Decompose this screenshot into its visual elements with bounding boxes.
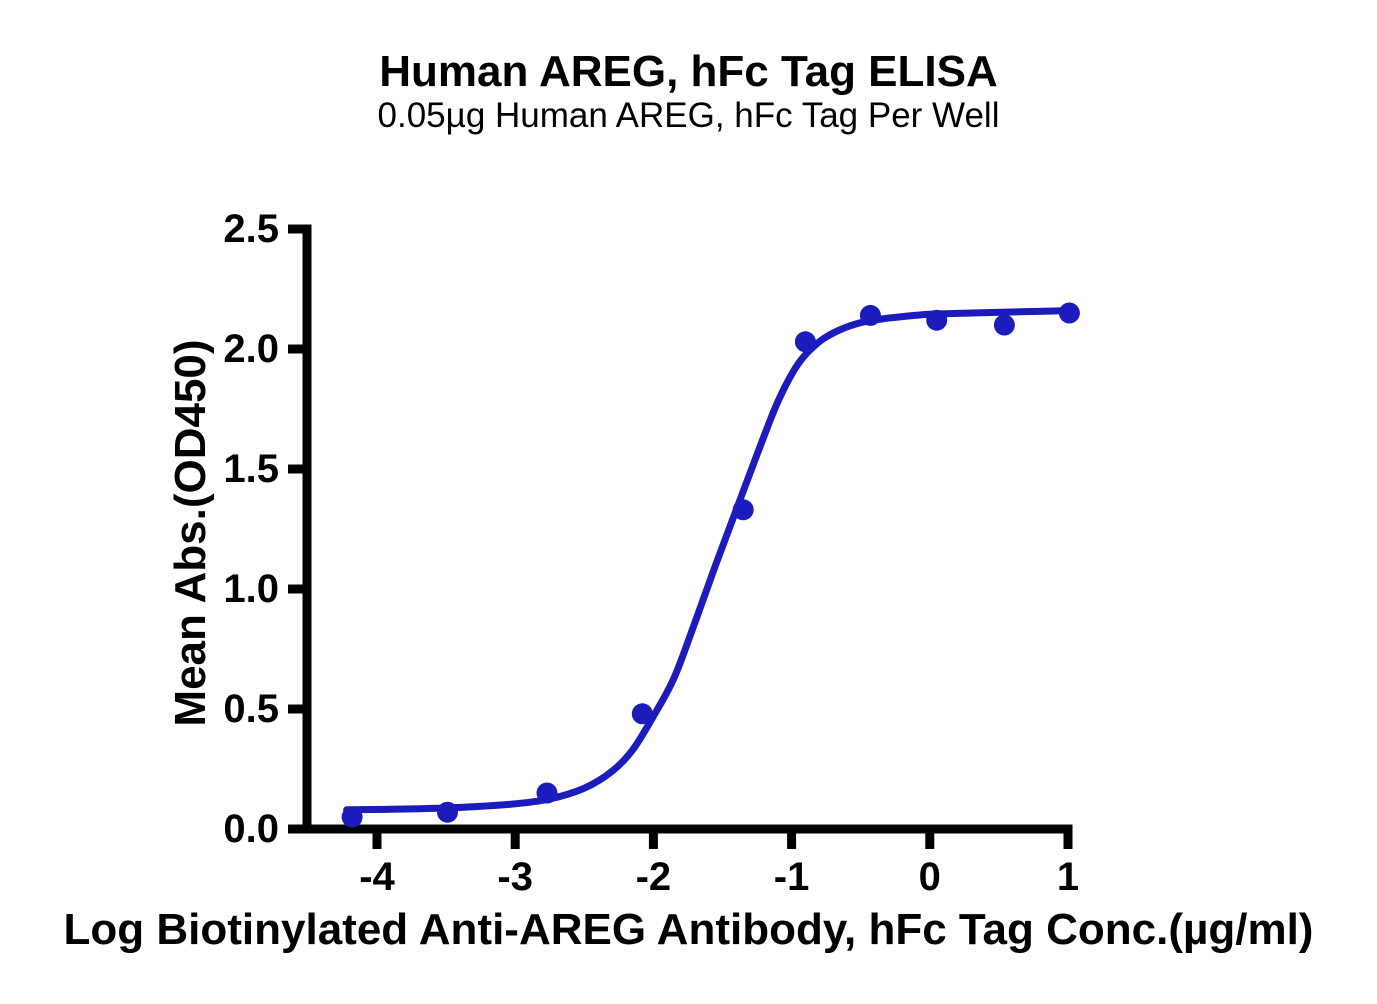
data-point [341,806,363,828]
data-point [437,801,458,823]
x-tick-label: -2 [636,855,672,899]
data-point [732,499,754,521]
y-axis-title: Mean Abs.(OD450) [166,339,215,727]
data-point [926,309,948,331]
y-tick-label: 1.5 [223,447,279,491]
x-tick-label: -3 [497,855,533,899]
data-point [859,304,881,326]
y-tick-label: 0.5 [223,687,279,731]
data-point [631,703,653,725]
y-tick-label: 2.5 [223,207,279,251]
chart-subtitle: 0.05µg Human AREG, hFc Tag Per Well [377,96,1000,135]
y-tick-label: 1.0 [223,567,279,611]
x-tick-label: -1 [774,855,810,899]
x-axis-title: Log Biotinylated Anti-AREG Antibody, hFc… [63,905,1314,954]
x-tick-label: 1 [1057,855,1079,899]
x-tick-label: -4 [359,855,395,899]
data-point [794,331,816,353]
y-tick-label: 0.0 [223,807,279,851]
chart-title: Human AREG, hFc Tag ELISA [379,47,998,96]
data-point [536,782,558,804]
data-point [993,314,1015,336]
x-tick-label: 0 [919,855,941,899]
y-tick-label: 2.0 [223,327,279,371]
fit-curve [343,307,1073,814]
data-point [1058,302,1080,324]
